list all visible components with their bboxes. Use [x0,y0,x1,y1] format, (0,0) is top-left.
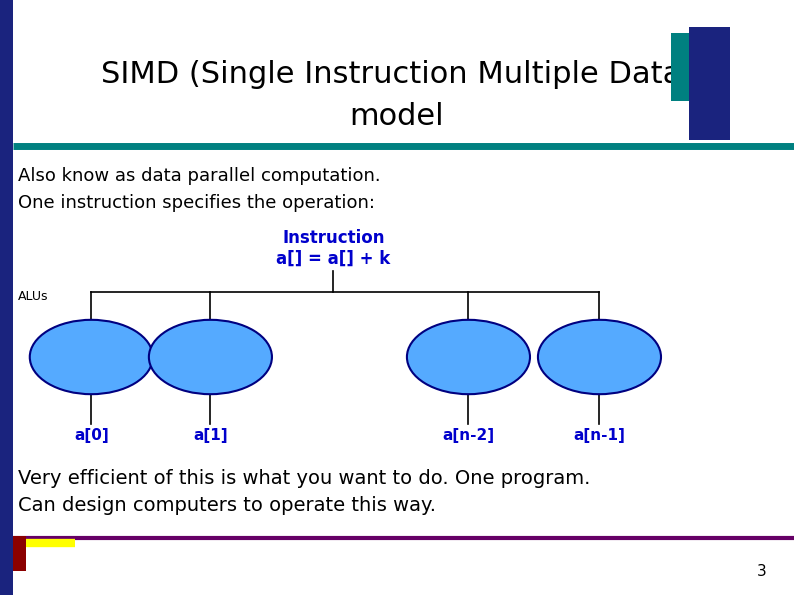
Ellipse shape [407,320,530,394]
Text: a[] = a[] + k: a[] = a[] + k [276,250,391,268]
Text: SIMD (Single Instruction Multiple Data): SIMD (Single Instruction Multiple Data) [101,60,693,89]
Text: a[1]: a[1] [193,428,228,443]
Bar [13,536,26,571]
Text: a[n-2]: a[n-2] [442,428,495,443]
Ellipse shape [30,320,152,394]
Text: model: model [349,102,445,130]
Text: ALUs: ALUs [18,290,48,303]
Ellipse shape [538,320,661,394]
Text: Very efficient of this is what you want to do. One program.: Very efficient of this is what you want … [18,469,591,488]
Text: Instruction: Instruction [282,229,385,247]
Text: Also know as data parallel computation.: Also know as data parallel computation. [18,167,380,184]
Ellipse shape [149,320,272,394]
Text: 3: 3 [757,563,766,579]
Text: Can design computers to operate this way.: Can design computers to operate this way… [18,496,436,515]
Text: One instruction specifies the operation:: One instruction specifies the operation: [18,195,375,212]
Bar [0,0,13,595]
Bar [671,33,730,101]
Bar [689,27,730,140]
Text: a[0]: a[0] [74,428,109,443]
Text: a[n-1]: a[n-1] [573,428,626,443]
